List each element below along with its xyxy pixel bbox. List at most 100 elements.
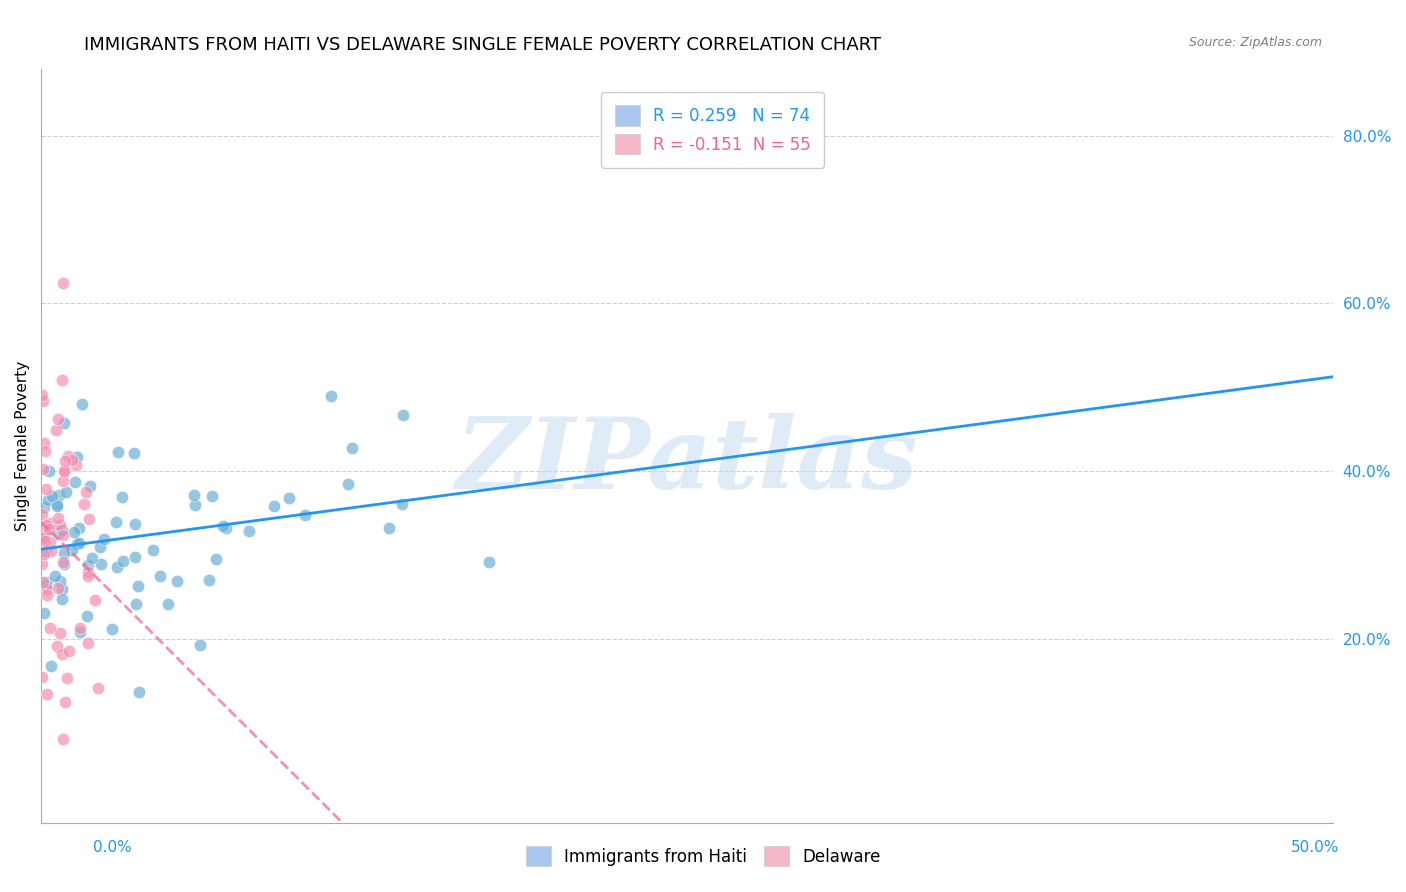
- Point: [76, 609, 98, 624]
- Point: [294, 508, 316, 522]
- Point: [39, 544, 62, 558]
- Point: [34, 530, 56, 544]
- Point: [45, 497, 67, 511]
- Point: [53, 416, 76, 430]
- Y-axis label: Single Female Poverty: Single Female Poverty: [15, 361, 30, 531]
- Point: [34, 533, 56, 548]
- Point: [77, 569, 100, 583]
- Point: [52, 464, 75, 478]
- Point: [188, 638, 211, 652]
- Point: [32, 548, 55, 562]
- Point: [238, 524, 260, 538]
- Point: [142, 543, 165, 558]
- Point: [32, 606, 55, 620]
- Point: [66, 537, 89, 551]
- Point: [204, 552, 226, 566]
- Point: [49, 518, 72, 533]
- Point: [340, 441, 363, 455]
- Point: [58, 643, 80, 657]
- Point: [37, 493, 59, 508]
- Point: [87, 681, 110, 695]
- Point: [38, 522, 60, 536]
- Point: [67, 536, 90, 550]
- Point: [49, 574, 72, 589]
- Point: [35, 543, 58, 558]
- Point: [34, 525, 56, 540]
- Point: [48, 488, 70, 502]
- Point: [73, 497, 96, 511]
- Point: [70, 396, 93, 410]
- Point: [77, 565, 100, 579]
- Point: [55, 454, 77, 468]
- Point: [63, 524, 86, 539]
- Point: [77, 558, 100, 572]
- Point: [157, 597, 180, 611]
- Point: [124, 517, 146, 532]
- Text: IMMIGRANTS FROM HAITI VS DELAWARE SINGLE FEMALE POVERTY CORRELATION CHART: IMMIGRANTS FROM HAITI VS DELAWARE SINGLE…: [84, 36, 882, 54]
- Point: [184, 499, 207, 513]
- Point: [125, 597, 148, 611]
- Point: [45, 423, 67, 437]
- Legend: Immigrants from Haiti, Delaware: Immigrants from Haiti, Delaware: [517, 838, 889, 875]
- Point: [34, 443, 56, 458]
- Point: [89, 541, 111, 555]
- Point: [111, 491, 134, 505]
- Point: [56, 450, 79, 464]
- Point: [278, 491, 301, 505]
- Point: [35, 482, 58, 496]
- Point: [45, 639, 67, 653]
- Point: [337, 477, 360, 491]
- Point: [52, 731, 75, 746]
- Point: [41, 489, 63, 503]
- Point: [55, 485, 77, 500]
- Point: [166, 574, 188, 589]
- Point: [39, 621, 62, 635]
- Point: [37, 575, 59, 590]
- Point: [63, 475, 86, 490]
- Point: [75, 484, 97, 499]
- Point: [90, 558, 112, 572]
- Point: [35, 688, 58, 702]
- Point: [79, 479, 101, 493]
- Point: [215, 521, 238, 535]
- Point: [263, 499, 285, 513]
- Point: [52, 546, 75, 560]
- Point: [32, 500, 55, 514]
- Point: [127, 579, 149, 593]
- Point: [212, 519, 235, 533]
- Point: [35, 518, 58, 533]
- Point: [38, 535, 60, 549]
- Point: [31, 557, 53, 571]
- Point: [128, 685, 150, 699]
- Text: 50.0%: 50.0%: [1291, 840, 1339, 855]
- Point: [32, 531, 55, 545]
- Legend: R = 0.259   N = 74, R = -0.151  N = 55: R = 0.259 N = 74, R = -0.151 N = 55: [602, 92, 824, 168]
- Point: [31, 507, 53, 521]
- Point: [60, 542, 83, 557]
- Point: [48, 511, 70, 525]
- Point: [45, 499, 67, 513]
- Point: [77, 511, 100, 525]
- Point: [69, 624, 91, 639]
- Point: [65, 458, 87, 473]
- Point: [44, 569, 66, 583]
- Point: [51, 648, 73, 662]
- Point: [60, 452, 83, 467]
- Point: [51, 373, 73, 387]
- Text: 0.0%: 0.0%: [93, 840, 132, 855]
- Point: [32, 435, 55, 450]
- Point: [48, 626, 70, 640]
- Point: [391, 497, 413, 511]
- Point: [183, 488, 205, 502]
- Point: [83, 593, 105, 607]
- Point: [48, 525, 70, 540]
- Text: Source: ZipAtlas.com: Source: ZipAtlas.com: [1188, 36, 1322, 49]
- Point: [107, 445, 129, 459]
- Point: [197, 574, 219, 588]
- Point: [105, 560, 128, 574]
- Point: [51, 524, 73, 538]
- Point: [149, 569, 172, 583]
- Point: [38, 516, 60, 530]
- Point: [478, 555, 501, 569]
- Point: [31, 670, 53, 684]
